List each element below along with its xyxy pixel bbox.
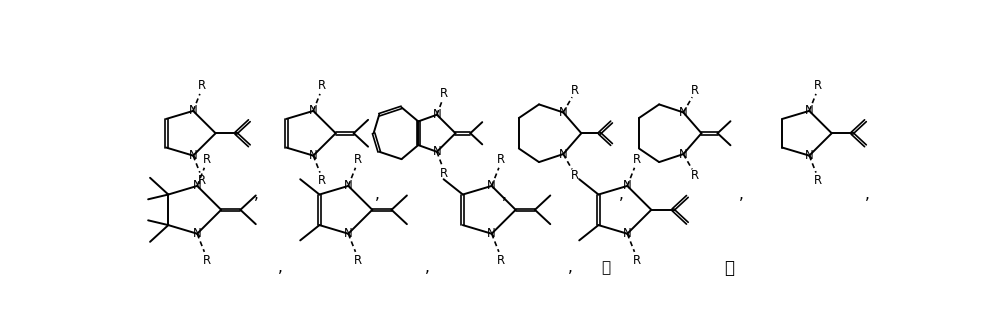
Text: R: R xyxy=(633,254,641,267)
Text: N: N xyxy=(309,104,318,117)
Text: R: R xyxy=(570,84,579,97)
Text: N: N xyxy=(679,106,688,119)
Text: R: R xyxy=(633,153,641,166)
Text: R: R xyxy=(814,174,822,187)
Text: N: N xyxy=(344,227,353,240)
Text: N: N xyxy=(193,179,202,192)
Text: R: R xyxy=(440,87,448,100)
Text: N: N xyxy=(623,179,632,192)
Text: N: N xyxy=(189,149,197,162)
Text: N: N xyxy=(805,149,814,162)
Text: ,: , xyxy=(425,260,430,275)
Text: R: R xyxy=(203,153,211,166)
Text: R: R xyxy=(198,174,206,187)
Text: R: R xyxy=(354,153,362,166)
Text: R: R xyxy=(497,254,505,267)
Text: N: N xyxy=(344,179,353,192)
Text: N: N xyxy=(559,106,568,119)
Text: R: R xyxy=(497,153,505,166)
Text: ,: , xyxy=(502,187,507,202)
Text: R: R xyxy=(318,79,326,92)
Text: ,: , xyxy=(739,187,744,202)
Text: R: R xyxy=(354,254,362,267)
Text: N: N xyxy=(189,104,197,117)
Text: R: R xyxy=(691,169,699,182)
Text: R: R xyxy=(440,167,448,180)
Text: R: R xyxy=(203,254,211,267)
Text: ,: , xyxy=(254,187,259,202)
Text: R: R xyxy=(570,169,579,182)
Text: N: N xyxy=(432,145,441,158)
Text: ,: , xyxy=(374,187,379,202)
Text: ,: , xyxy=(278,260,282,275)
Text: N: N xyxy=(559,148,568,161)
Text: ；: ； xyxy=(724,259,734,276)
Text: N: N xyxy=(805,104,814,117)
Text: R: R xyxy=(691,84,699,97)
Text: N: N xyxy=(487,179,496,192)
Text: ,: , xyxy=(619,187,623,202)
Text: R: R xyxy=(318,174,326,187)
Text: ,: , xyxy=(568,260,573,275)
Text: N: N xyxy=(432,108,441,121)
Text: N: N xyxy=(679,148,688,161)
Text: N: N xyxy=(487,227,496,240)
Text: N: N xyxy=(623,227,632,240)
Text: 或: 或 xyxy=(601,260,610,275)
Text: N: N xyxy=(193,227,202,240)
Text: R: R xyxy=(198,79,206,92)
Text: N: N xyxy=(309,149,318,162)
Text: ,: , xyxy=(865,187,870,202)
Text: R: R xyxy=(814,79,822,92)
